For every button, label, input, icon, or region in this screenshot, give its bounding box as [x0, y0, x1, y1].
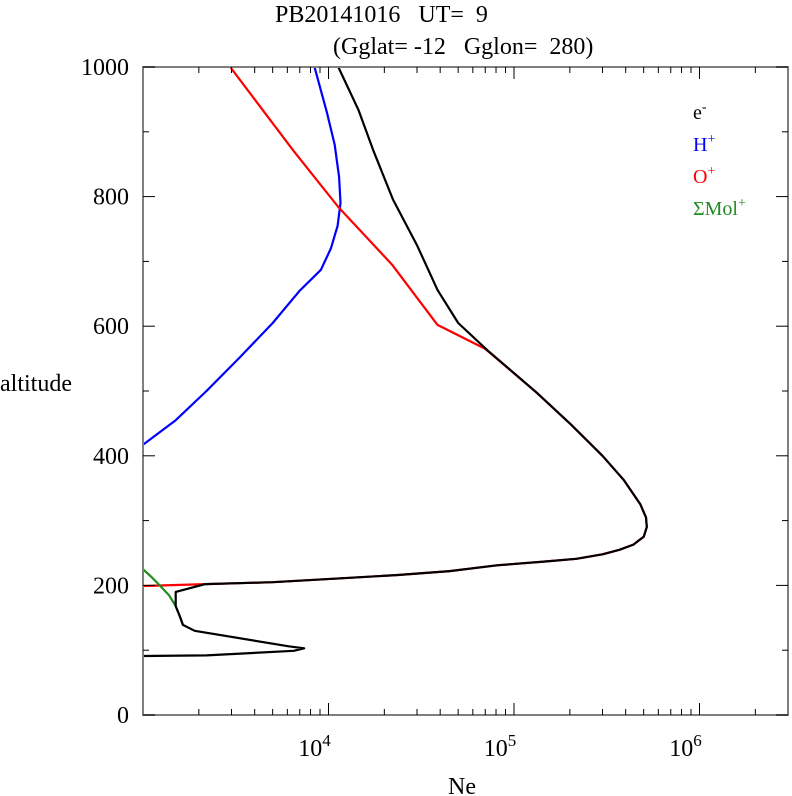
x-tick-label-base: 10: [669, 736, 693, 762]
legend-label-superscript: +: [738, 196, 746, 211]
plot-frame: [142, 66, 789, 716]
series-line-Mol-2: [143, 568, 184, 626]
x-tick-label-exponent: 6: [693, 731, 702, 750]
y-tick-label: 1000: [81, 55, 129, 81]
legend-label-superscript: +: [707, 164, 715, 179]
y-axis-label: altitude: [0, 371, 72, 397]
x-tick-labels: 104 105 106: [298, 731, 701, 762]
series-line-H-0: [143, 67, 342, 446]
x-tick-label-exponent: 5: [508, 731, 517, 750]
legend-label: e: [693, 102, 702, 124]
y-tick-label: 200: [93, 573, 129, 599]
y-tick-label: 600: [93, 314, 129, 340]
series-line-e-3: [143, 67, 648, 658]
series-line-O-1: [143, 67, 648, 588]
y-tick-label: 0: [117, 703, 129, 729]
x-tick-label: 104: [298, 731, 331, 762]
y-tick-label: 800: [93, 185, 129, 211]
plot-area: [142, 66, 789, 716]
x-tick-label-exponent: 4: [322, 731, 331, 750]
x-tick-label-base: 10: [484, 736, 508, 762]
legend-item: ΣMol+: [693, 196, 746, 220]
chart-title: PB20141016 UT= 9: [275, 2, 488, 28]
x-tick-label: 106: [669, 731, 702, 762]
legend: e-H+O+ΣMol+: [693, 100, 746, 220]
legend-item: e-: [693, 100, 707, 124]
legend-item: H+: [693, 132, 715, 156]
y-tick-labels: 0 200 400 600 800 1000: [81, 55, 129, 729]
x-tick-label-base: 10: [298, 736, 322, 762]
ticks-layer: [143, 66, 788, 716]
chart-subtitle: (Gglat= -12 Gglon= 280): [333, 34, 593, 60]
series-layer: [143, 67, 648, 658]
x-tick-label: 105: [484, 731, 517, 762]
legend-label-superscript: +: [707, 132, 715, 147]
legend-item: O+: [693, 164, 715, 188]
y-tick-label: 400: [93, 444, 129, 470]
legend-label: H: [693, 134, 707, 156]
legend-label-superscript: -: [702, 100, 707, 115]
x-axis-label: Ne: [448, 774, 476, 796]
legend-label: ΣMol: [693, 198, 738, 220]
legend-label: O: [693, 166, 707, 188]
